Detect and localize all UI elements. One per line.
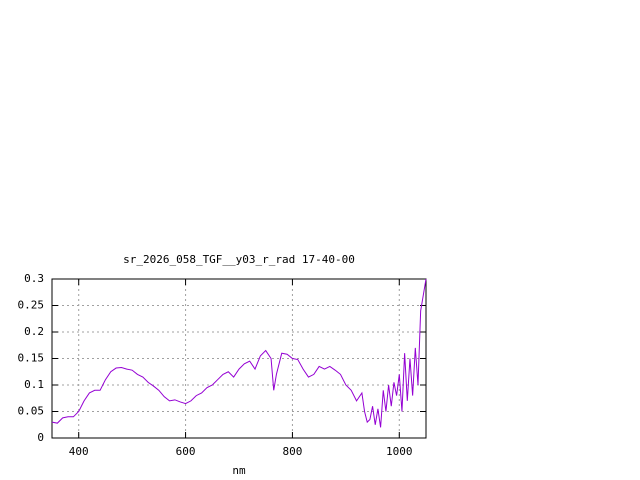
x-tick-label: 600 (176, 445, 196, 458)
y-tick-label: 0.05 (18, 405, 45, 418)
x-tick-label: 1000 (386, 445, 413, 458)
y-tick-label: 0.25 (18, 299, 45, 312)
x-tick-label: 800 (282, 445, 302, 458)
data-line (51, 278, 427, 428)
y-tick-label: 0 (37, 431, 44, 444)
y-tick-label: 0.1 (24, 378, 44, 391)
x-tick-label: 400 (69, 445, 89, 458)
y-tick-label: 0.2 (24, 325, 44, 338)
x-axis-label: nm (232, 464, 246, 477)
y-tick-label: 0.3 (24, 272, 44, 285)
y-tick-label: 0.15 (18, 352, 45, 365)
plot-border (51, 278, 427, 439)
chart-title: sr_2026_058_TGF__y03_r_rad 17-40-00 (123, 253, 355, 266)
